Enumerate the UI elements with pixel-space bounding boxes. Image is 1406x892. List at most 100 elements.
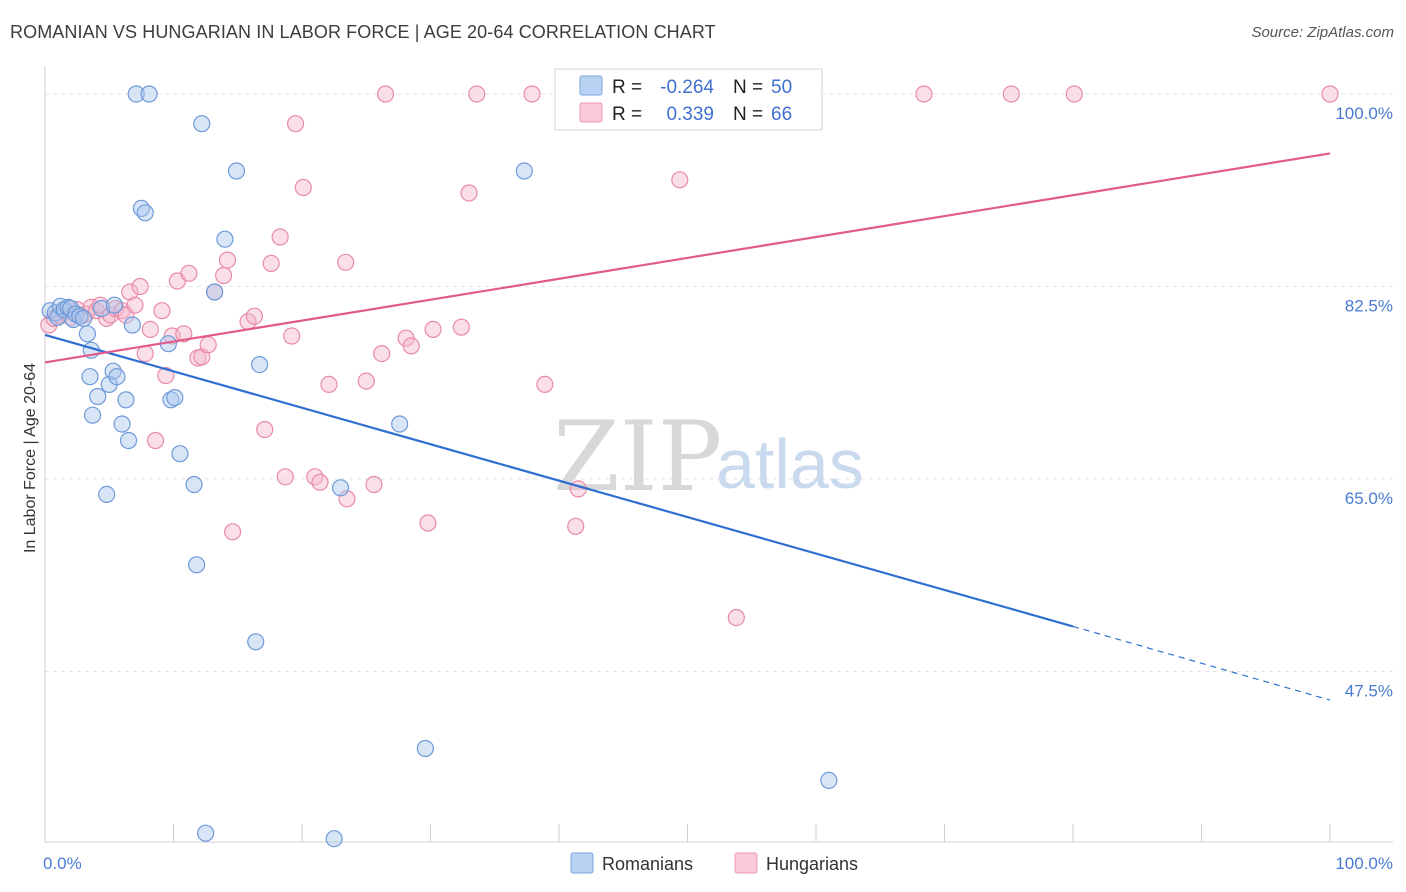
axes [44,66,1393,843]
legend-n-value-romanians: 50 [771,77,792,98]
point-hungarians-34 [224,523,242,541]
point-hungarians-39 [271,228,289,246]
source-credit: Source: ZipAtlas.com [1251,24,1394,41]
point-hungarians-22 [153,302,171,320]
point-hungarians-42 [286,115,305,133]
point-romanians-40 [227,162,246,180]
point-romanians-33 [171,445,189,463]
point-romanians-24 [119,431,138,450]
trend-line-romanians-extension [1072,625,1331,701]
point-hungarians-36 [245,307,264,325]
point-romanians-46 [416,739,434,758]
point-romanians-23 [117,391,135,409]
point-romanians-35 [188,556,206,574]
point-romanians-11 [78,325,97,343]
point-hungarians-56 [424,320,442,338]
point-hungarians-26 [175,325,193,343]
point-hungarians-47 [338,490,356,508]
watermark-zip: ZIP [553,401,722,513]
y-tick-label-0: 100.0% [1335,104,1393,123]
y-axis-label: In Labor Force | Age 20-64 [22,363,39,553]
point-romanians-44 [331,479,350,497]
point-hungarians-18 [131,277,149,296]
legend-n-label-hungarians: N = [733,104,763,125]
point-romanians-21 [108,368,126,386]
point-romanians-32 [166,389,184,407]
point-hungarians-45 [311,473,329,491]
data-points [40,85,1339,848]
point-romanians-22 [113,415,131,433]
point-hungarians-49 [357,372,375,390]
y-tick-label-3: 47.5% [1345,682,1393,701]
point-hungarians-59 [468,85,486,103]
point-hungarians-68 [1065,85,1083,103]
point-hungarians-63 [569,480,587,498]
point-romanians-28 [136,204,154,222]
point-hungarians-20 [141,320,159,338]
point-hungarians-69 [1321,85,1339,103]
point-romanians-39 [216,230,234,248]
x-tick-label-right: 100.0% [1335,854,1393,873]
point-hungarians-54 [402,337,420,355]
bottom-legend: Romanians Hungarians [570,852,858,874]
bottom-legend-label-romanians: Romanians [602,854,693,874]
point-hungarians-40 [276,468,294,486]
point-hungarians-67 [1002,85,1020,103]
legend-n-value-hungarians: 66 [771,104,792,125]
point-hungarians-38 [262,254,280,272]
point-hungarians-60 [523,85,541,103]
legend-r-value-romanians: -0.264 [660,77,714,98]
point-hungarians-17 [126,296,144,314]
point-hungarians-30 [199,336,217,354]
watermark-atlas: atlas [716,425,864,503]
point-hungarians-32 [215,266,233,285]
point-hungarians-46 [320,375,338,393]
point-romanians-16 [92,299,111,318]
point-hungarians-16 [121,283,139,301]
point-hungarians-21 [146,431,165,450]
bottom-legend-label-hungarians: Hungarians [766,854,858,874]
point-romanians-12 [81,368,99,386]
point-romanians-47 [515,162,533,180]
trend-lines [44,152,1331,701]
point-romanians-34 [185,475,203,494]
legend-r-value-hungarians: 0.339 [666,104,714,125]
point-romanians-42 [250,356,269,374]
point-romanians-15 [89,387,107,406]
point-romanians-26 [127,85,145,103]
point-hungarians-66 [915,85,933,103]
x-tick-label-left: 0.0% [43,854,82,873]
point-romanians-36 [193,115,211,133]
bottom-legend-swatch-hungarians [734,852,758,874]
y-tick-label-1: 82.5% [1345,297,1393,316]
point-romanians-38 [206,283,224,301]
point-romanians-14 [83,406,102,424]
y-tick-label-2: 65.0% [1345,489,1393,508]
legend-swatch-romanians [579,75,603,96]
point-hungarians-65 [727,608,745,627]
y-tick-labels: 100.0% 82.5% 65.0% 47.5% [1335,104,1393,701]
point-hungarians-57 [452,318,470,336]
point-romanians-10 [74,309,93,327]
point-hungarians-58 [460,184,478,202]
point-romanians-45 [391,415,409,433]
point-romanians-20 [105,296,123,314]
point-romanians-41 [247,633,265,651]
point-romanians-29 [140,85,158,103]
point-hungarians-61 [536,375,554,393]
grid-lines [45,93,1393,672]
bottom-legend-swatch-romanians [570,852,594,874]
point-hungarians-23 [157,367,175,385]
point-hungarians-37 [256,420,274,439]
legend-swatch-hungarians [579,102,603,123]
point-romanians-17 [98,485,116,503]
point-hungarians-62 [567,517,585,535]
chart-title: ROMANIAN VS HUNGARIAN IN LABOR FORCE | A… [10,22,716,42]
point-hungarians-41 [283,327,301,345]
point-hungarians-33 [218,251,237,269]
point-romanians-43 [325,830,343,848]
point-hungarians-55 [419,514,437,532]
point-hungarians-51 [373,345,391,363]
legend-r-label-hungarians: R = [612,104,642,125]
